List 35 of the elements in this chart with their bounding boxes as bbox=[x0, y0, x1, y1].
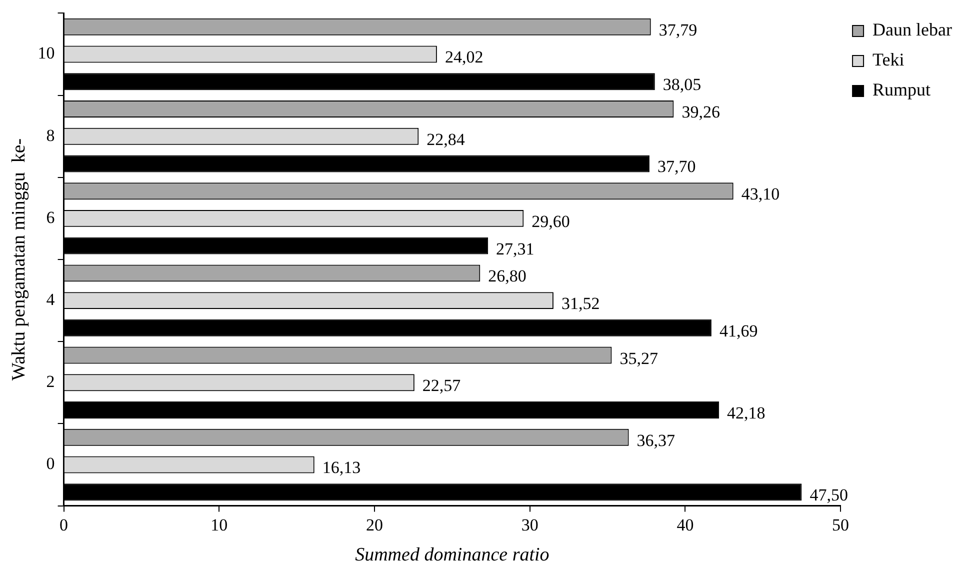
x-tick-label: 20 bbox=[366, 515, 383, 534]
data-label: 38,05 bbox=[662, 75, 702, 94]
data-label: 37,79 bbox=[658, 20, 698, 40]
data-label: 41,69 bbox=[719, 321, 758, 340]
data-label: 27,31 bbox=[496, 239, 534, 258]
x-tick-label: 10 bbox=[210, 515, 228, 534]
data-label: 36,37 bbox=[636, 430, 676, 450]
data-label: 29,60 bbox=[532, 212, 570, 231]
data-label: 26,80 bbox=[488, 266, 526, 286]
x-tick-label: 30 bbox=[521, 515, 538, 534]
y-tick-label: 6 bbox=[46, 208, 55, 227]
data-label: 39,26 bbox=[682, 102, 720, 122]
data-label: 42,18 bbox=[727, 403, 766, 422]
y-tick-label: 2 bbox=[46, 372, 55, 392]
x-tick-label: 40 bbox=[676, 515, 694, 534]
data-label: 43,10 bbox=[741, 184, 780, 204]
data-label: 24,02 bbox=[444, 48, 484, 67]
y-tick-label: 10 bbox=[38, 44, 55, 63]
data-label: 22,57 bbox=[422, 376, 462, 396]
data-label: 22,84 bbox=[426, 130, 466, 149]
x-axis-title: Summed dominance ratio bbox=[355, 544, 550, 566]
y-tick-label: 8 bbox=[46, 126, 55, 145]
data-label: 31,52 bbox=[561, 294, 600, 314]
y-tick-label: 4 bbox=[46, 290, 56, 310]
data-label: 47,50 bbox=[810, 486, 848, 505]
y-axis-title: Waktu pengamatan minggu ke- bbox=[8, 138, 30, 381]
data-label: 35,27 bbox=[620, 348, 658, 368]
y-tick-label: 0 bbox=[46, 454, 55, 474]
legend-label: Rumput bbox=[872, 80, 931, 100]
x-tick-label: 50 bbox=[832, 515, 850, 534]
legend-label: Teki bbox=[872, 50, 904, 70]
data-label: 16,13 bbox=[322, 458, 361, 478]
data-label: 37,70 bbox=[657, 157, 696, 176]
x-tick-label: 0 bbox=[60, 515, 68, 534]
legend-label: Daun lebar bbox=[872, 20, 952, 40]
